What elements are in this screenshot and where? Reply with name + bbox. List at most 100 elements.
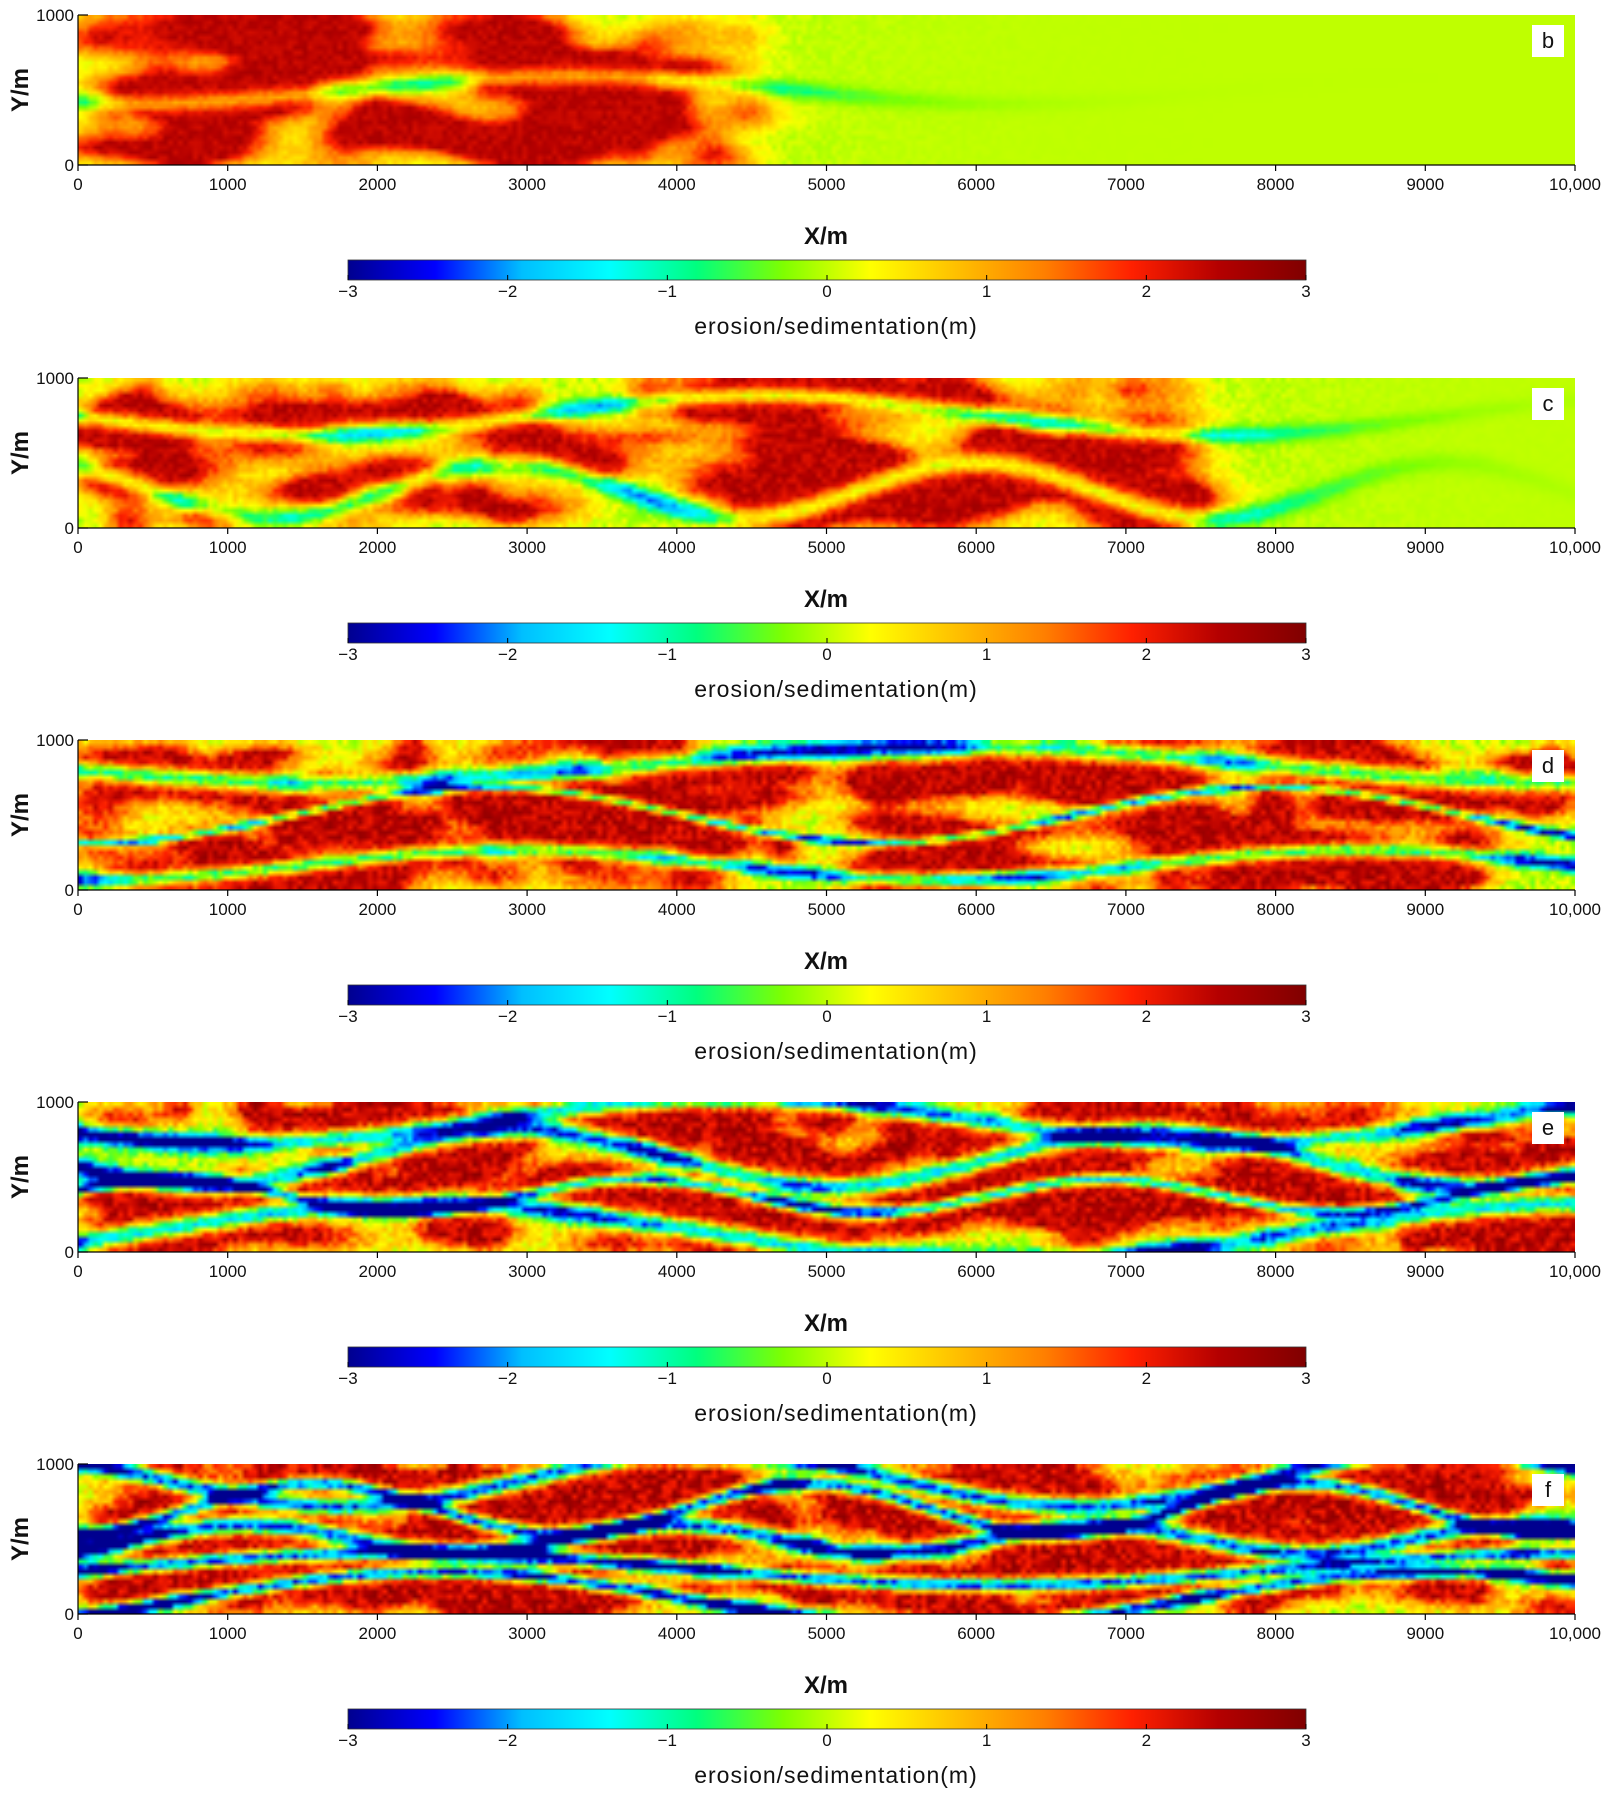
- panel-tag-box: [1532, 750, 1564, 782]
- x-tick-label: 5000: [808, 1262, 846, 1281]
- y-tick-label: 1000: [36, 1455, 74, 1474]
- y-tick-label: 1000: [36, 1093, 74, 1112]
- panel-e: 0 1000 2000 3000 4000 5000 6000 7000 8000 9000 10,…: [7, 1093, 1601, 1426]
- x-tick-label: 3000: [508, 900, 546, 919]
- colorbar-tick-label: −2: [498, 1369, 517, 1388]
- panel-tag-box: [1532, 1112, 1564, 1144]
- panel-f: 0 1000 2000 3000 4000 5000 6000 7000 8000 9000 10,…: [7, 1455, 1601, 1788]
- colorbar-tick-label: 3: [1301, 1731, 1310, 1750]
- heatmap-raster: [78, 378, 1575, 528]
- panel-tag: c: [1543, 391, 1554, 416]
- x-tick-label: 9000: [1406, 1262, 1444, 1281]
- y-axis-title: Y/m: [7, 1155, 34, 1199]
- x-tick-label: 8000: [1257, 538, 1295, 557]
- colorbar-label: erosion/sedimentation(m): [694, 313, 978, 339]
- y-tick-label: 0: [65, 156, 74, 175]
- x-tick-label: 3000: [508, 1624, 546, 1643]
- x-tick-label: 7000: [1107, 175, 1145, 194]
- x-tick-label: 0: [73, 175, 82, 194]
- y-tick-label: 0: [65, 1605, 74, 1624]
- x-tick-label: 5000: [808, 900, 846, 919]
- colorbar-tick-label: −1: [658, 1369, 677, 1388]
- colorbar-label: erosion/sedimentation(m): [694, 1400, 978, 1426]
- x-tick-label: 2000: [358, 900, 396, 919]
- x-tick-label: 1000: [209, 900, 247, 919]
- x-tick-label: 9000: [1406, 538, 1444, 557]
- x-tick-label: 7000: [1107, 1262, 1145, 1281]
- x-axis-title: X/m: [804, 1310, 848, 1337]
- y-tick-label: 1000: [36, 731, 74, 750]
- x-tick-label: 0: [73, 1262, 82, 1281]
- x-tick-label: 8000: [1257, 175, 1295, 194]
- x-axis-title: X/m: [804, 1672, 848, 1699]
- colorbar-tick-label: −3: [338, 645, 357, 664]
- x-tick-label: 10,000: [1549, 538, 1601, 557]
- x-tick-label: 1000: [209, 538, 247, 557]
- colorbar-tick-label: 0: [822, 1731, 831, 1750]
- y-tick-label: 0: [65, 881, 74, 900]
- x-tick-label: 5000: [808, 175, 846, 194]
- panel-d: 0 1000 2000 3000 4000 5000 6000 7000 8000 9000 10,…: [7, 731, 1601, 1064]
- colorbar-tick-label: 2: [1142, 1369, 1151, 1388]
- colorbar-tick-label: −3: [338, 1731, 357, 1750]
- x-tick-label: 5000: [808, 1624, 846, 1643]
- x-tick-label: 0: [73, 900, 82, 919]
- colorbar-tick-label: −1: [658, 1731, 677, 1750]
- y-tick-label: 1000: [36, 6, 74, 25]
- x-tick-label: 5000: [808, 538, 846, 557]
- colorbar-tick-label: 3: [1301, 1007, 1310, 1026]
- colorbar-tick-label: 3: [1301, 645, 1310, 664]
- y-axis-title: Y/m: [7, 1517, 34, 1561]
- colorbar-label: erosion/sedimentation(m): [694, 676, 978, 702]
- x-tick-label: 6000: [957, 1262, 995, 1281]
- colorbar-tick-label: 0: [822, 282, 831, 301]
- y-axis-title: Y/m: [7, 793, 34, 837]
- x-tick-label: 9000: [1406, 900, 1444, 919]
- heatmap-raster: [78, 1464, 1575, 1614]
- x-tick-label: 4000: [658, 538, 696, 557]
- colorbar-tick-label: −2: [498, 1731, 517, 1750]
- colorbar-tick-label: 0: [822, 1007, 831, 1026]
- x-tick-label: 10,000: [1549, 175, 1601, 194]
- x-tick-label: 9000: [1406, 1624, 1444, 1643]
- panel-tag-box: [1532, 1474, 1564, 1506]
- x-axis-title: X/m: [804, 223, 848, 250]
- x-axis-title: X/m: [804, 948, 848, 975]
- y-tick-label: 0: [65, 519, 74, 538]
- colorbar-tick-label: 2: [1142, 1731, 1151, 1750]
- panel-tag-box: [1532, 388, 1564, 420]
- x-tick-label: 7000: [1107, 1624, 1145, 1643]
- x-tick-label: 9000: [1406, 175, 1444, 194]
- colorbar-tick-label: −2: [498, 282, 517, 301]
- x-tick-label: 0: [73, 538, 82, 557]
- x-tick-label: 8000: [1257, 1262, 1295, 1281]
- colorbar-tick-label: 0: [822, 1369, 831, 1388]
- colorbar-tick-label: 2: [1142, 282, 1151, 301]
- colorbar-tick-label: −3: [338, 282, 357, 301]
- colorbar-tick-label: 1: [982, 1369, 991, 1388]
- colorbar-tick-label: −1: [658, 1007, 677, 1026]
- heatmap-raster: [78, 15, 1575, 165]
- x-tick-label: 0: [73, 1624, 82, 1643]
- x-tick-label: 1000: [209, 1624, 247, 1643]
- x-tick-label: 10,000: [1549, 1624, 1601, 1643]
- x-tick-label: 4000: [658, 1624, 696, 1643]
- x-tick-label: 7000: [1107, 538, 1145, 557]
- colorbar-tick-label: 3: [1301, 282, 1310, 301]
- x-tick-label: 1000: [209, 175, 247, 194]
- x-tick-label: 6000: [957, 538, 995, 557]
- x-tick-label: 4000: [658, 1262, 696, 1281]
- colorbar-tick-label: 1: [982, 282, 991, 301]
- x-axis-title: X/m: [804, 586, 848, 613]
- y-axis-title: Y/m: [7, 431, 34, 475]
- x-tick-label: 2000: [358, 1262, 396, 1281]
- x-tick-label: 10,000: [1549, 1262, 1601, 1281]
- x-tick-label: 2000: [358, 175, 396, 194]
- heatmap-raster: [78, 740, 1575, 890]
- panel-tag: d: [1542, 753, 1554, 778]
- x-tick-label: 4000: [658, 175, 696, 194]
- x-tick-label: 6000: [957, 1624, 995, 1643]
- colorbar-label: erosion/sedimentation(m): [694, 1762, 978, 1788]
- panel-tag: f: [1545, 1477, 1552, 1502]
